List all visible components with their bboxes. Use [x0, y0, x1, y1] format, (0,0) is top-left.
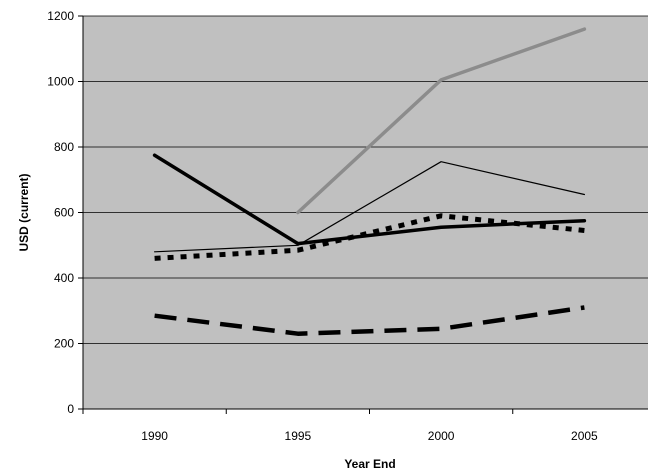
series-line-1: [296, 27, 587, 215]
y-tick-label: 1200: [47, 9, 74, 23]
y-tick-label: 400: [54, 271, 74, 285]
gridlines: [78, 15, 648, 414]
x-tick-label: 1990: [141, 429, 168, 443]
series-line-3: [154, 161, 586, 253]
y-tick-label: 600: [54, 206, 74, 220]
y-tick-label: 1000: [47, 75, 74, 89]
y-tick-labels: 0 200 400 600 800 1000 1200: [47, 9, 74, 416]
series-lines: [152, 27, 587, 336]
series-line-5: [154, 305, 585, 336]
x-axis-title: Year End: [344, 457, 395, 471]
y-tick-label: 0: [67, 402, 74, 416]
x-tick-label: 1995: [285, 429, 312, 443]
axes: [82, 16, 648, 410]
series-line-2: [152, 153, 587, 246]
y-tick-label: 800: [54, 140, 74, 154]
y-tick-label: 200: [54, 337, 74, 351]
x-tick-labels: 1990 1995 2000 2005: [141, 429, 598, 443]
x-tick-label: 2000: [428, 429, 455, 443]
y-axis-title: USD (current): [17, 173, 31, 251]
x-tick-label: 2005: [571, 429, 598, 443]
